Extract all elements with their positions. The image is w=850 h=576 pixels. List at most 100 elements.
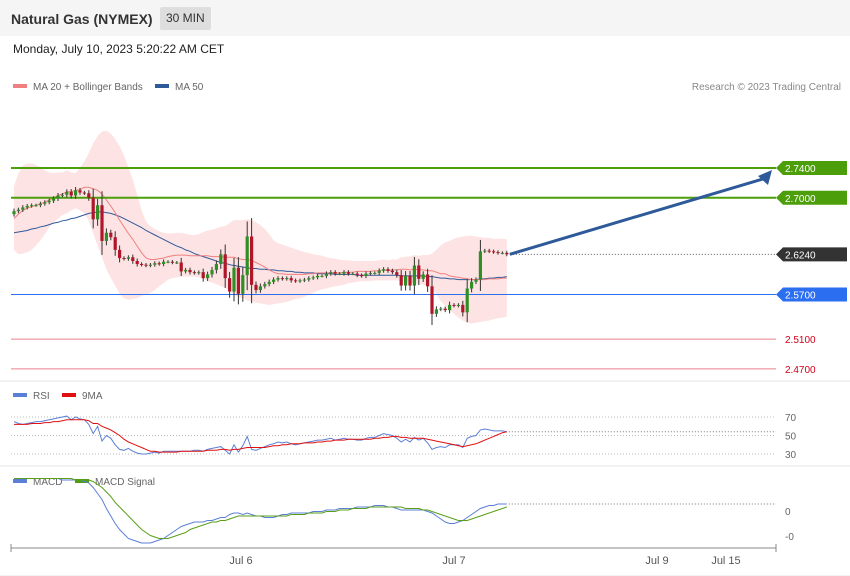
candle-body (474, 279, 478, 282)
candle (236, 257, 240, 305)
candle-body (34, 205, 38, 207)
candle-body (430, 286, 434, 314)
candle (166, 260, 170, 264)
candle (245, 221, 249, 291)
candle (192, 270, 196, 275)
candle-body (245, 236, 249, 276)
candle (126, 255, 130, 261)
candle-body (289, 278, 293, 281)
candle (60, 193, 64, 198)
candle (162, 259, 166, 267)
candle-body (368, 272, 372, 274)
candle (65, 189, 69, 198)
candles (12, 187, 509, 325)
candle-body (316, 275, 320, 278)
candle (148, 262, 152, 268)
candle-body (175, 262, 179, 264)
candle-body (408, 275, 412, 286)
candle (197, 270, 201, 275)
candle-body (505, 252, 509, 255)
candle (456, 303, 460, 308)
candle-body (452, 304, 456, 306)
candle-body (179, 262, 183, 272)
candle (91, 188, 95, 229)
rsi-ma-line (14, 419, 507, 453)
candle (184, 267, 188, 274)
candle (434, 306, 438, 317)
support-label-2.4700: 2.4700 (785, 365, 816, 376)
candle-body (333, 272, 337, 274)
macd-lines: 0 -0 (14, 478, 794, 544)
candle-body (439, 308, 443, 310)
candle (104, 228, 108, 246)
candle-body (285, 278, 289, 280)
candle-body (373, 272, 377, 274)
candle (100, 191, 104, 255)
candle (404, 271, 408, 291)
candle-body (87, 193, 91, 198)
candle-body (456, 304, 460, 306)
candle-body (404, 275, 408, 286)
macd-legend-swatch (13, 479, 27, 483)
candle-body (395, 272, 399, 276)
candle-body (228, 278, 232, 292)
candle-body (184, 269, 188, 272)
candle-body (135, 261, 139, 264)
time-axis: Jul 6 Jul 7 Jul 9 Jul 15 (10, 544, 777, 567)
rsi-panel (0, 382, 850, 465)
candle (175, 261, 179, 264)
rsi-legend-swatch (13, 393, 27, 397)
timeframe-badge[interactable]: 30 MIN (160, 7, 211, 30)
candle-body (91, 197, 95, 220)
candle (448, 301, 452, 314)
candle-body (311, 277, 315, 279)
candle (505, 250, 509, 257)
candle (258, 283, 262, 293)
candle-body (496, 252, 500, 254)
macd-signal-line (14, 478, 507, 539)
credit-label: Research © 2023 Trading Central (692, 82, 841, 93)
candle (280, 276, 284, 281)
candle (263, 281, 267, 289)
candle-body (82, 192, 86, 194)
candle (382, 267, 386, 273)
candle-body (377, 270, 381, 273)
candle-body (170, 261, 174, 263)
candle (307, 276, 311, 282)
candle (324, 271, 328, 279)
candle (210, 266, 214, 278)
candle-body (465, 288, 469, 313)
rsi-tick-label: 30 (785, 450, 797, 461)
candle (478, 239, 482, 292)
candle-body (258, 286, 262, 291)
candle (276, 276, 280, 282)
candle (470, 278, 474, 293)
candle (254, 281, 258, 294)
candle (320, 274, 324, 278)
candle-body (294, 280, 298, 282)
candle-body (148, 264, 152, 266)
candle (483, 248, 487, 254)
candle (219, 249, 223, 269)
candle-body (201, 272, 205, 279)
candle (135, 258, 139, 267)
candle (386, 267, 390, 273)
pivot-label-2.5700: 2.5700 (785, 291, 816, 302)
candle-body (47, 200, 51, 203)
candle (47, 198, 51, 205)
candle (452, 303, 456, 308)
candle-body (324, 273, 328, 276)
candle (206, 271, 210, 281)
forecast-arrow-shaft (509, 176, 767, 256)
candle (294, 278, 298, 283)
candle-body (166, 261, 170, 263)
candle-body (214, 263, 218, 270)
candle-body (280, 278, 284, 280)
candle-body (320, 275, 324, 277)
main-legend: MA 20 + Bollinger Bands MA 50 Research ©… (13, 82, 841, 93)
candle (342, 270, 346, 276)
candle-body (399, 275, 403, 286)
candle-body (250, 236, 254, 285)
candle (144, 262, 148, 268)
candle (443, 306, 447, 313)
